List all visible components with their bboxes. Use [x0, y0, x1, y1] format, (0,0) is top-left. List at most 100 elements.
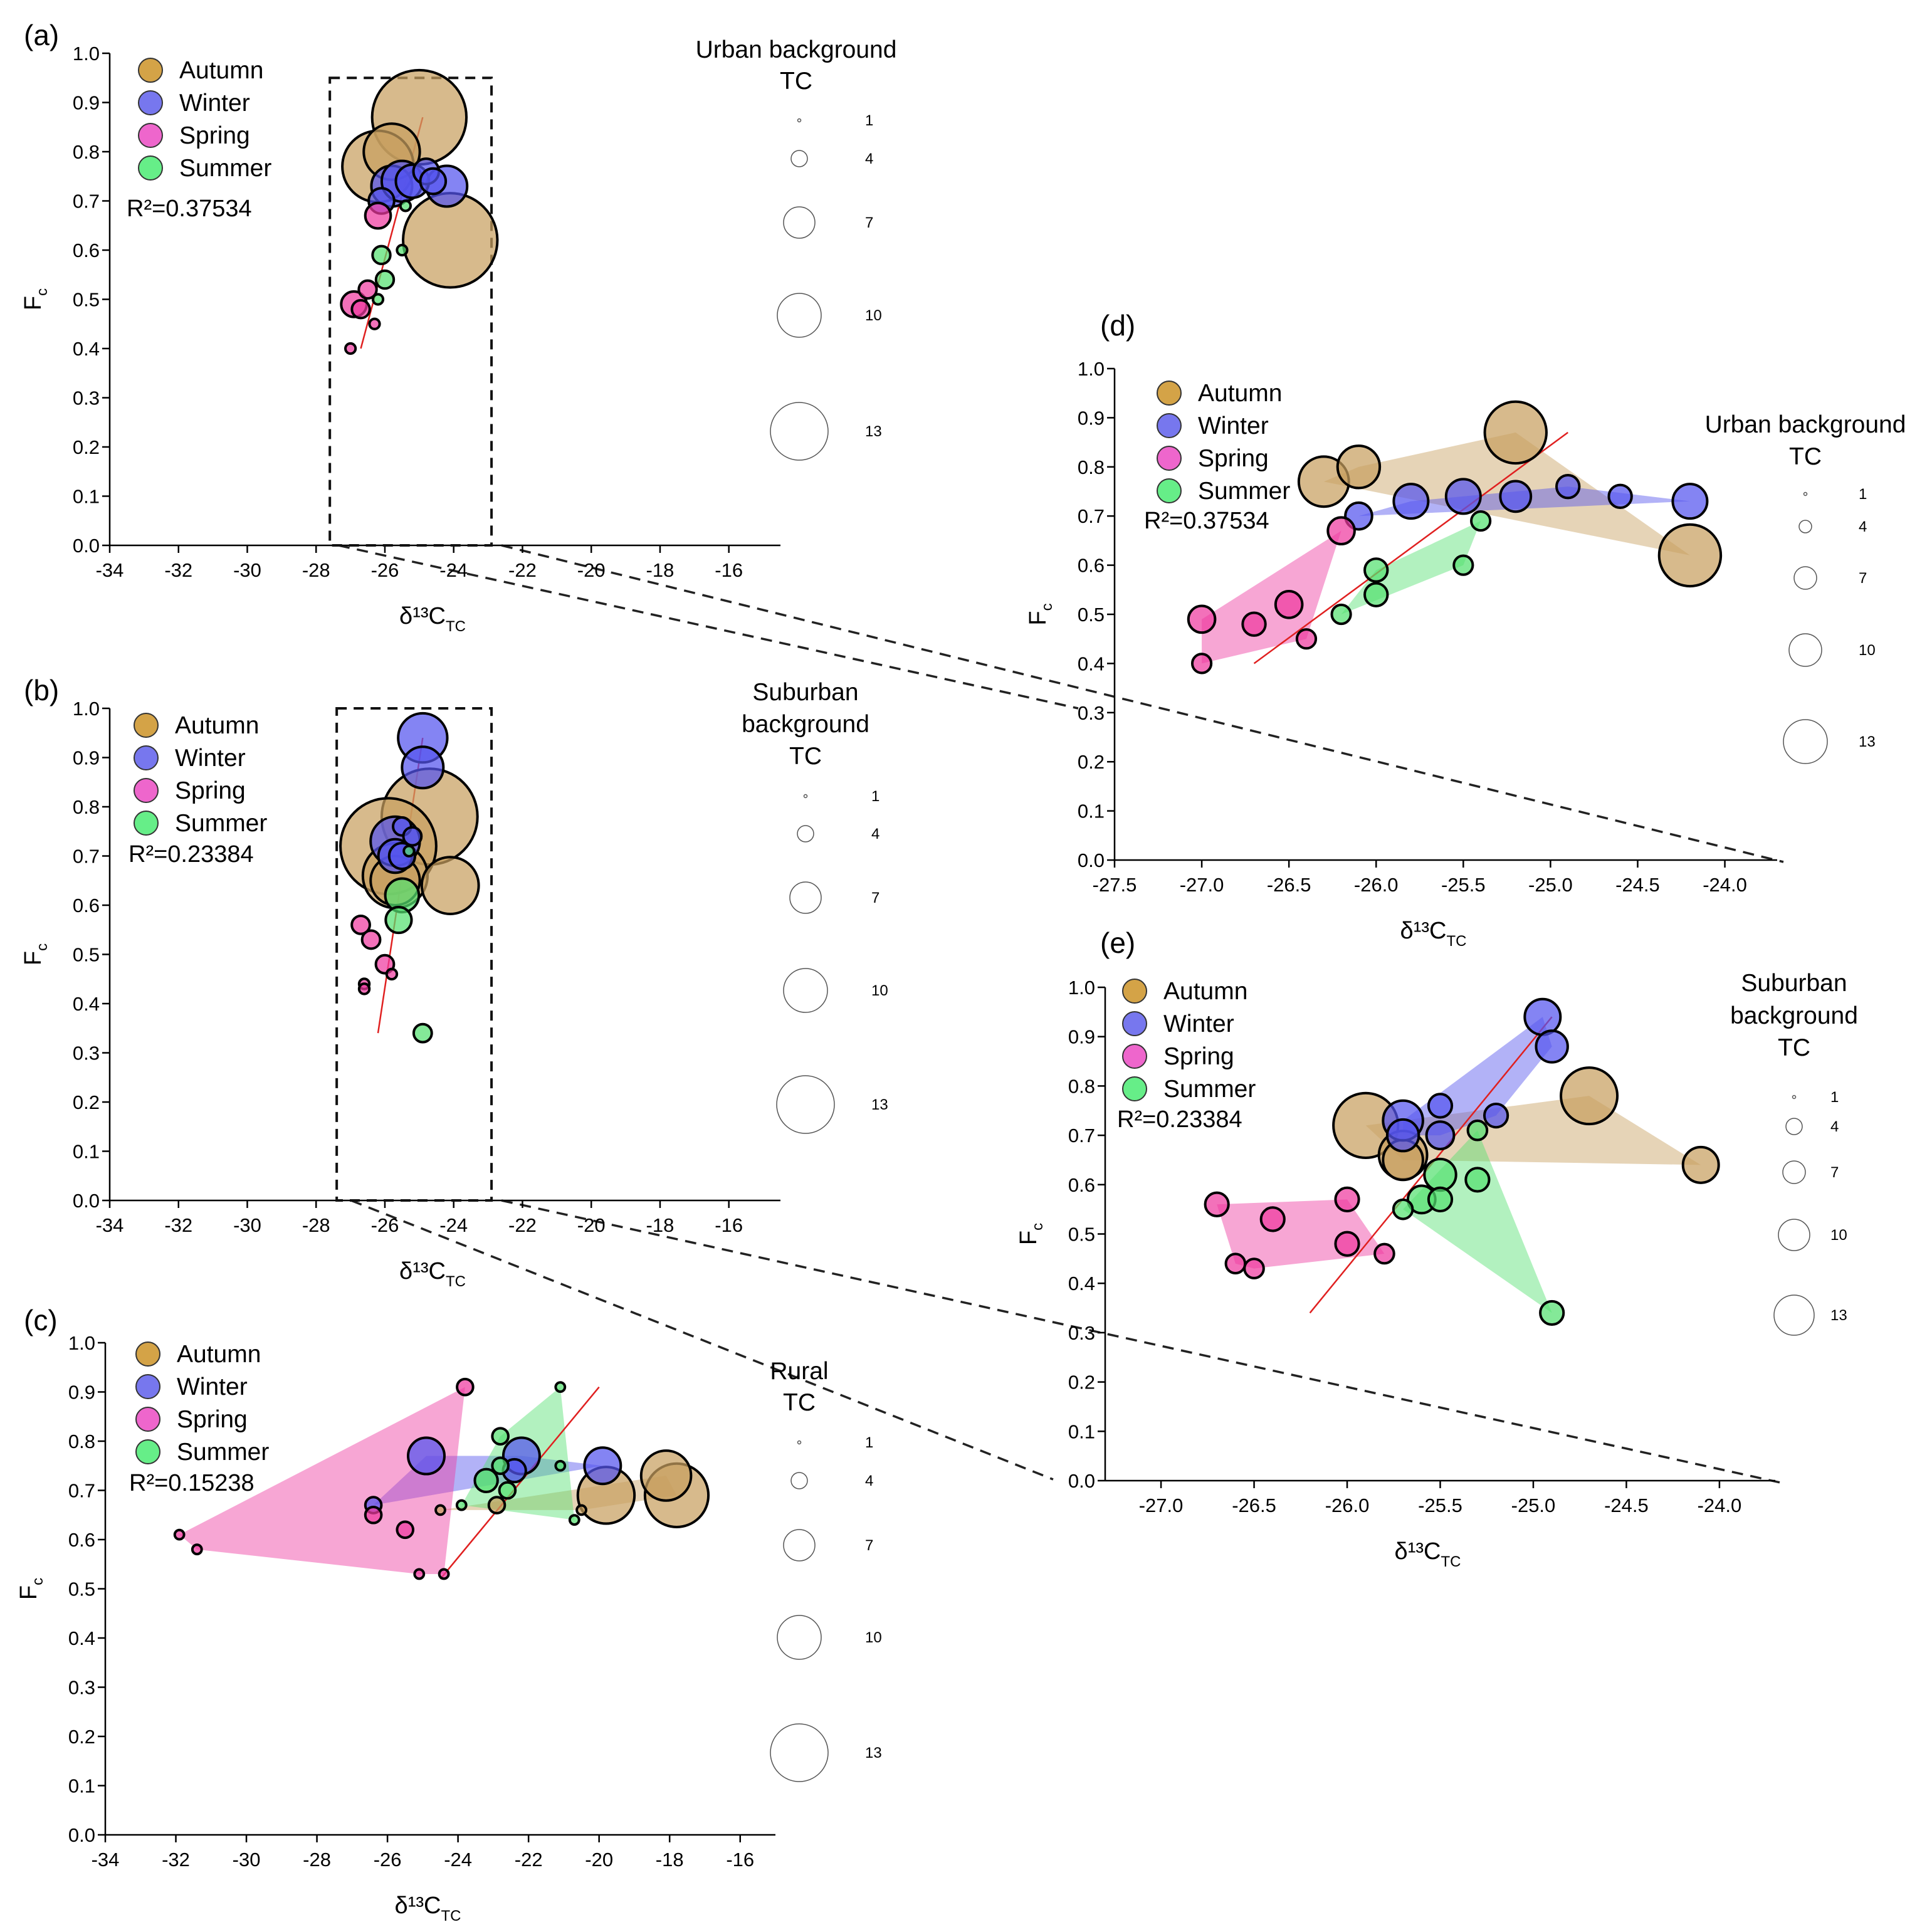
size-legend-value: 4: [1830, 1118, 1839, 1135]
y-tick-label: 0.1: [1078, 801, 1105, 822]
data-point-summer: [371, 244, 392, 266]
size-legend-circle: [1785, 1118, 1803, 1135]
x-tick-label: -26: [371, 1214, 399, 1236]
y-tick-label: 0.8: [73, 141, 100, 163]
size-legend-circle: [1783, 719, 1828, 764]
data-point-spring: [413, 1568, 426, 1580]
size-legend-circle: [790, 1472, 808, 1489]
data-point-summer: [1423, 1157, 1457, 1192]
y-tick-label: 0.9: [73, 92, 100, 114]
data-point-winter: [1483, 1103, 1509, 1129]
data-point-spring: [357, 279, 378, 300]
x-tick-label: -22: [515, 1849, 543, 1871]
size-legend-title: Urban background: [1705, 411, 1906, 438]
data-point-spring: [1241, 611, 1267, 637]
size-legend-value: 10: [865, 1629, 882, 1646]
size-legend-title: background: [742, 711, 869, 738]
y-tick-label: 0.9: [68, 1382, 95, 1404]
x-axis-label-main: δ¹³C: [399, 1258, 446, 1284]
data-point-spring: [438, 1568, 450, 1580]
data-point-autumn: [434, 1504, 446, 1516]
data-point-winter: [1385, 1118, 1420, 1153]
data-point-spring: [396, 1520, 415, 1540]
legend-label-winter: Winter: [1198, 412, 1269, 439]
y-tick-label: 0.1: [68, 1775, 95, 1797]
y-tick-label: 0.1: [1068, 1420, 1095, 1442]
legend-marker-spring: [134, 778, 159, 803]
y-tick-label: 0.7: [1078, 505, 1105, 527]
legend-marker-autumn: [134, 713, 159, 738]
data-point-autumn: [420, 856, 480, 915]
data-point-spring: [360, 929, 382, 950]
hull-spring: [179, 1387, 465, 1574]
y-axis-label-sub: c: [1039, 603, 1056, 611]
legend-label-spring: Spring: [175, 777, 246, 804]
y-tick-label: 0.9: [73, 747, 100, 769]
y-axis-label: Fc: [20, 943, 51, 965]
data-point-winter: [1444, 478, 1482, 515]
data-point-spring: [1190, 653, 1213, 675]
legend-marker-autumn: [138, 58, 163, 83]
x-tick-label: -24.0: [1703, 874, 1747, 896]
data-point-spring: [1295, 628, 1318, 650]
x-tick-label: -32: [164, 1214, 192, 1236]
data-point-spring: [173, 1528, 186, 1541]
legend-label-spring: Spring: [1163, 1043, 1234, 1070]
data-point-spring: [1373, 1242, 1395, 1265]
y-tick-label: 0.2: [1078, 751, 1105, 773]
y-tick-label: 0.7: [68, 1480, 95, 1502]
y-axis-label-sub: c: [34, 943, 51, 951]
data-point-spring: [350, 915, 371, 935]
data-point-spring: [364, 1505, 383, 1525]
legend-label-summer: Summer: [175, 810, 267, 837]
data-point-spring: [1224, 1252, 1247, 1275]
data-point-autumn: [1681, 1145, 1720, 1184]
data-point-winter: [1499, 480, 1533, 513]
y-axis-label-sub: c: [29, 1578, 46, 1585]
trend-line: [439, 1386, 600, 1580]
x-axis-label-main: δ¹³C: [1400, 918, 1447, 944]
size-legend-title: Suburban: [752, 679, 858, 706]
x-tick-label: -25.5: [1418, 1494, 1462, 1516]
data-point-summer: [412, 1022, 433, 1044]
data-point-summer: [1330, 603, 1352, 626]
legend-marker-winter: [1157, 413, 1182, 438]
r-squared-label: R²=0.37534: [1144, 508, 1269, 534]
size-legend-title: Urban background: [696, 36, 897, 63]
size-legend-title: TC: [1789, 443, 1822, 470]
legend-label-spring: Spring: [177, 1406, 248, 1433]
y-axis-label: Fc: [20, 288, 51, 310]
data-point-summer: [1470, 510, 1492, 532]
size-legend-title: background: [1730, 1002, 1858, 1029]
legend-label-winter: Winter: [179, 90, 250, 117]
data-point-summer: [371, 293, 385, 306]
panel-e: -27.0 -26.5 -26.0 -25.5 -25.0 -24.5 -24.0 0.0 0.…: [1016, 927, 1858, 1570]
data-point-autumn: [1560, 1066, 1619, 1126]
y-axis-label-sub: c: [34, 288, 51, 296]
size-legend-title: TC: [1778, 1034, 1810, 1061]
x-tick-label: -26.5: [1232, 1494, 1276, 1516]
size-legend-circle: [783, 968, 828, 1013]
y-tick-label: 1.0: [1068, 977, 1095, 999]
size-legend-value: 7: [865, 1537, 873, 1554]
x-tick-label: -32: [164, 559, 192, 581]
data-point-summer: [399, 199, 412, 213]
data-point-spring: [1243, 1257, 1265, 1279]
x-tick-label: -26: [374, 1849, 402, 1871]
size-legend-value: 13: [871, 1096, 888, 1113]
x-tick-label: -28: [302, 1214, 330, 1236]
size-legend-value: 7: [1859, 570, 1867, 587]
data-point-summer: [1452, 554, 1474, 576]
data-point-summer: [1363, 557, 1389, 583]
panel-label: (d): [1100, 309, 1135, 342]
data-point-summer: [554, 1381, 567, 1394]
size-legend-circle: [1773, 1294, 1815, 1336]
hull-autumn: [1365, 1096, 1701, 1165]
legend-marker-spring: [135, 1407, 160, 1432]
size-legend-circle: [797, 1440, 802, 1445]
y-tick-label: 0.2: [73, 1091, 100, 1113]
legend-marker-autumn: [1157, 381, 1182, 406]
y-axis-label-sub: c: [1029, 1223, 1046, 1231]
size-legend-value: 4: [865, 1473, 873, 1489]
